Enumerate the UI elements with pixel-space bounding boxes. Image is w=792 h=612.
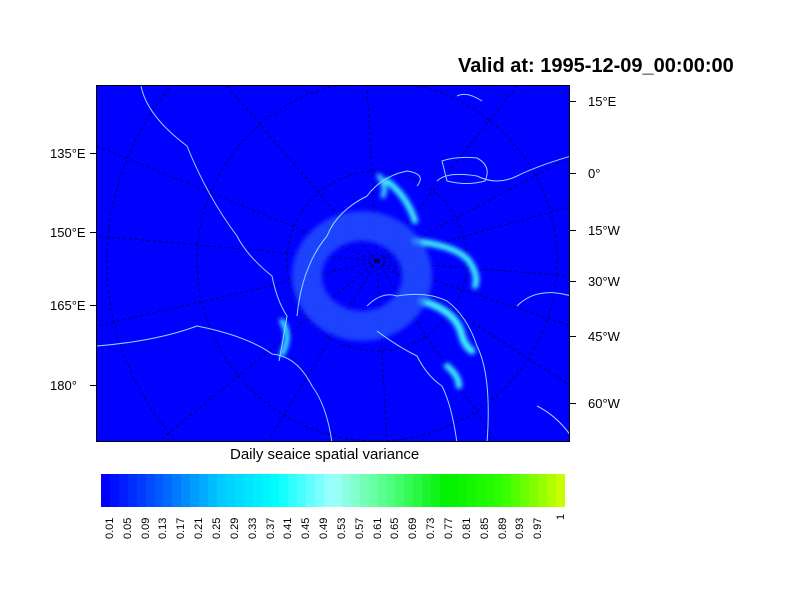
colorbar-box xyxy=(163,474,173,507)
colorbar-box xyxy=(466,474,476,507)
colorbar-box xyxy=(556,474,565,507)
colorbar-label: 0.17 xyxy=(175,517,188,539)
colorbar-label: 0.65 xyxy=(389,517,402,539)
colorbar-box xyxy=(341,474,351,507)
colorbar-box xyxy=(457,474,467,507)
colorbar-box xyxy=(145,474,155,507)
colorbar-box xyxy=(502,474,512,507)
colorbar-label: 0.85 xyxy=(478,517,491,539)
colorbar-label: 0.13 xyxy=(157,517,170,539)
colorbar-label: 0.45 xyxy=(300,517,313,539)
colorbar-box xyxy=(484,474,494,507)
coastlines xyxy=(97,86,569,441)
colorbar-label: 0.21 xyxy=(193,517,206,539)
colorbar-box xyxy=(279,474,289,507)
colorbar-label: 0.49 xyxy=(318,517,331,539)
colorbar-label: 0.57 xyxy=(353,517,366,539)
colorbar-box xyxy=(395,474,405,507)
colorbar-label: 0.77 xyxy=(443,517,455,539)
colorbar-box xyxy=(350,474,360,507)
colorbar-label: 0.89 xyxy=(496,517,509,539)
lon-label-45w: 45°W xyxy=(588,329,620,344)
colorbar-box xyxy=(208,474,217,507)
colorbar-box xyxy=(199,474,209,507)
colorbar-label: 0.33 xyxy=(246,517,259,539)
colorbar-box xyxy=(190,474,200,507)
colorbar-box xyxy=(288,474,298,507)
colorbar-label: 0.93 xyxy=(514,517,527,539)
colorbar-box xyxy=(109,474,119,507)
colorbar-box xyxy=(216,474,226,507)
colorbar-box xyxy=(404,474,414,507)
map-canvas xyxy=(97,86,569,441)
lon-label-30w: 30°W xyxy=(588,274,620,289)
colorbar-box xyxy=(538,474,548,507)
colorbar-box xyxy=(547,474,557,507)
colorbar-box xyxy=(252,474,262,507)
colorbar-label: 0.53 xyxy=(335,517,348,539)
lon-label-180: 180° xyxy=(50,378,77,393)
lon-label-0: 0° xyxy=(588,166,601,181)
colorbar-label: 1 xyxy=(554,514,567,521)
colorbar-box xyxy=(475,474,485,507)
lon-label-15w: 15°W xyxy=(588,223,620,238)
colorbar-box xyxy=(101,474,110,507)
colorbar-label: 0.01 xyxy=(103,517,116,539)
colorbar-label: 0.97 xyxy=(532,517,545,539)
sea-ice-variance xyxy=(279,173,480,389)
colorbar-label: 0.81 xyxy=(460,517,473,539)
colorbar-title: Daily seaice spatial variance xyxy=(230,446,420,463)
colorbar-box xyxy=(315,474,325,507)
colorbar-box xyxy=(332,474,342,507)
colorbar-box xyxy=(270,474,280,507)
colorbar-box xyxy=(493,474,503,507)
lon-label-150e: 150°E xyxy=(50,225,86,240)
colorbar-box xyxy=(529,474,539,507)
lon-label-135e: 135°E xyxy=(50,146,86,161)
colorbar-box xyxy=(368,474,378,507)
graticule xyxy=(97,86,569,441)
colorbar-box xyxy=(520,474,530,507)
plot-title: Valid at: 1995-12-09_00:00:00 xyxy=(458,55,734,77)
colorbar-box xyxy=(118,474,128,507)
colorbar-label: 0.41 xyxy=(282,517,295,539)
colorbar-box xyxy=(127,474,137,507)
colorbar-box xyxy=(225,474,235,507)
colorbar-box xyxy=(154,474,164,507)
colorbar-label: 0.25 xyxy=(211,517,223,539)
colorbar-box xyxy=(172,474,182,507)
colorbar-label: 0.69 xyxy=(407,517,420,539)
colorbar-box xyxy=(181,474,191,507)
colorbar xyxy=(101,474,565,507)
colorbar-label: 0.09 xyxy=(139,517,152,539)
colorbar-label: 0.29 xyxy=(228,517,241,539)
colorbar-label: 0.61 xyxy=(371,517,384,539)
colorbar-box xyxy=(359,474,369,507)
colorbar-box xyxy=(297,474,307,507)
colorbar-box xyxy=(511,474,521,507)
lon-label-60w: 60°W xyxy=(588,396,620,411)
colorbar-box xyxy=(306,474,316,507)
colorbar-box xyxy=(413,474,423,507)
colorbar-box xyxy=(261,474,271,507)
colorbar-box xyxy=(448,474,458,507)
lon-label-165e: 165°E xyxy=(50,298,86,313)
polar-map xyxy=(96,85,570,442)
colorbar-box xyxy=(440,474,449,507)
colorbar-box xyxy=(243,474,253,507)
colorbar-label: 0.73 xyxy=(425,517,438,539)
colorbar-box xyxy=(386,474,396,507)
colorbar-box xyxy=(422,474,432,507)
colorbar-label: 0.37 xyxy=(264,517,277,539)
colorbar-box xyxy=(324,474,333,507)
colorbar-box xyxy=(431,474,441,507)
colorbar-box xyxy=(234,474,244,507)
colorbar-box xyxy=(136,474,146,507)
colorbar-label: 0.05 xyxy=(121,517,134,539)
colorbar-box xyxy=(377,474,387,507)
lon-label-15e: 15°E xyxy=(588,94,617,109)
